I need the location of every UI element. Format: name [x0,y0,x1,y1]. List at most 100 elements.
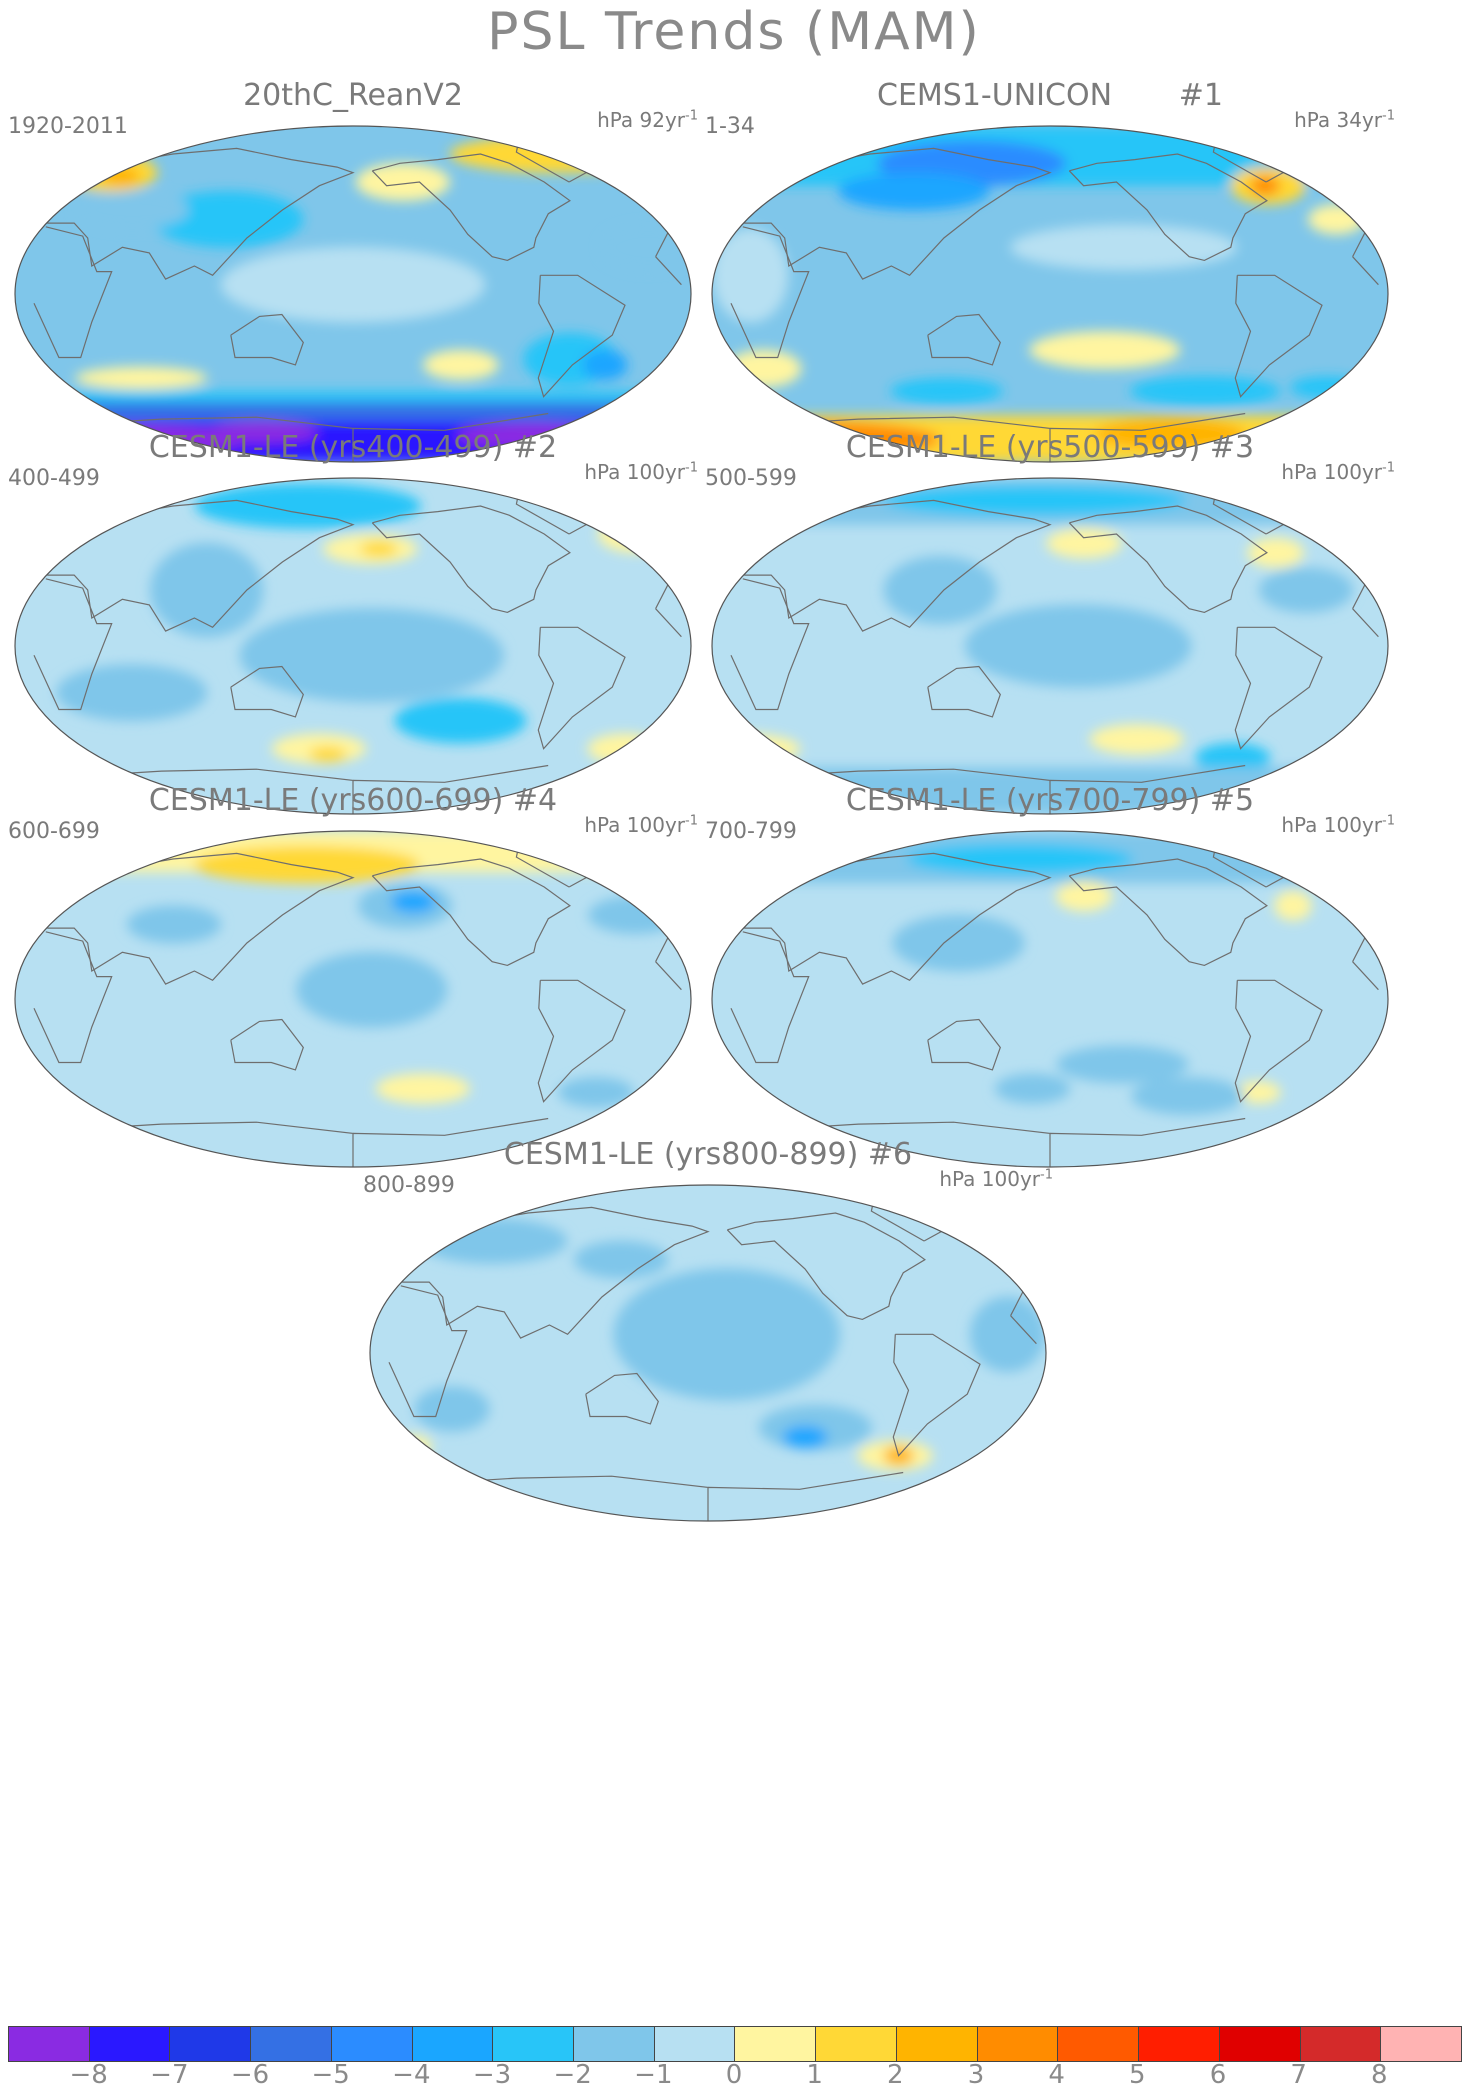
trend-blob [964,604,1192,688]
coastline-south-america [537,979,626,1103]
trend-blob [1089,724,1184,755]
units-exponent: -1 [685,813,698,829]
trend-blob [355,163,451,201]
trend-blob [1029,331,1181,369]
trend-blob [613,1268,841,1401]
units-exponent: -1 [1382,813,1395,829]
colorbar-label: 4 [1048,2060,1065,2090]
trend-map [369,1184,1047,1522]
trend-blob [889,377,1004,405]
colorbar-swatch [977,2027,1059,2061]
coastline-south-america [1234,274,1323,398]
trend-blob [394,698,527,744]
coastline-north-america [371,505,571,614]
panel-years: 600-699 [8,819,100,844]
figure-title: PSL Trends (MAM) [487,2,981,62]
panel-years: 1-34 [705,114,755,139]
trend-blob [1055,881,1113,912]
trend-blob [63,153,158,192]
panel-title: CESM1-LE (yrs600-699) #4 [148,783,558,818]
trend-blob [587,733,664,764]
coastline-north-america [726,1212,926,1321]
panel-title: CESM1-LE (yrs700-799) #5 [845,783,1255,818]
trend-map [14,830,692,1168]
trend-band [15,391,691,403]
panel-units: hPa 100yr-1 [939,1167,1053,1191]
map-border [14,125,692,463]
panel-years: 700-799 [705,819,797,844]
trend-blob [152,191,304,248]
trend-blob [597,515,674,553]
trend-blob [969,1296,1046,1373]
colorbar-swatch [89,2027,171,2061]
panel-units: hPa 100yr-1 [584,813,698,837]
colorbar-swatch [170,2027,252,2061]
map-panel-5: CESM1-LE (yrs600-699) #4 600-699 hPa 100yr… [8,783,698,1253]
trend-blob [884,485,1187,516]
units-exponent: -1 [1382,108,1395,124]
coastline-antarctica [426,1471,904,1521]
trend-blob [906,843,1134,875]
map-panel-7: CESM1-LE (yrs800-899) #6 800-899 hPa 100yr… [363,1137,1053,1607]
coastline-australia [585,1372,659,1425]
colorbar-swatch [1139,2027,1220,2061]
colorbar-swatch [654,2027,736,2061]
trend-blob [558,1077,634,1108]
coastline-australia [230,665,304,718]
trend-blob [1094,418,1246,450]
panel-units: hPa 100yr-1 [1281,813,1395,837]
units-exponent: -1 [685,460,698,476]
panel-title: CESM1-LE (yrs500-599) #3 [845,430,1255,465]
colorbar-label: 1 [806,2060,823,2090]
trend-blob [1010,224,1238,270]
trend-blob [782,1425,828,1449]
trend-blob [1129,375,1281,407]
colorbar-swatch [412,2027,494,2061]
units-base: hPa 34yr [1294,108,1383,132]
trend-blob [449,135,677,173]
trend-blob [1247,537,1304,568]
map-border [711,125,1389,463]
colorbar-label: 7 [1290,2060,1307,2090]
colorbar-label: 2 [887,2060,904,2090]
coastline-north-america [1068,858,1268,967]
trend-blob [75,366,208,390]
trend-blob [193,845,421,884]
trend-blob [308,746,347,762]
colorbar-label: −3 [472,2060,512,2090]
colorbar-label: −2 [553,2060,592,2090]
colorbar-swatch [493,2027,575,2061]
colorbar-label: −6 [230,2060,270,2090]
coastline-australia [230,1018,304,1071]
trend-blob [1235,1081,1281,1104]
map-border [14,477,692,815]
trend-blob [1289,376,1366,399]
trend-blob [56,664,208,721]
coastline-north-america [1068,505,1268,614]
trend-map [14,477,692,815]
trend-blob [414,1386,490,1432]
map-panel-2: CEMS1-UNICON #1 1-34 hPa 34yr-1 [705,78,1395,548]
trend-blob [1056,1045,1189,1084]
map-border [369,1184,1047,1522]
coastline-australia [927,665,1001,718]
trend-blob [588,896,683,934]
trend-blob [1195,742,1271,774]
trend-map [711,477,1389,815]
colorbar-swatch [251,2027,332,2061]
panel-title: 20thC_ReanV2 [243,78,463,113]
trend-blob [423,349,499,381]
trend-blob [582,349,628,381]
units-exponent: -1 [685,108,698,124]
panel-units: hPa 92yr-1 [597,108,698,132]
trend-blob [1046,528,1122,559]
trend-map [711,830,1389,1168]
colorbar-label: −1 [634,2060,673,2090]
trend-blob [600,224,691,271]
trend-blob [359,541,398,557]
colorbar-labels: −8 −7 −6 −5 −4 −3 −2 −1 0 1 2 3 4 5 6 7 8 [8,2060,1460,2090]
map-border [711,830,1389,1168]
colorbar-swatch [1219,2027,1301,2061]
map-border [711,477,1389,815]
coastline-antarctica [768,1117,1246,1167]
